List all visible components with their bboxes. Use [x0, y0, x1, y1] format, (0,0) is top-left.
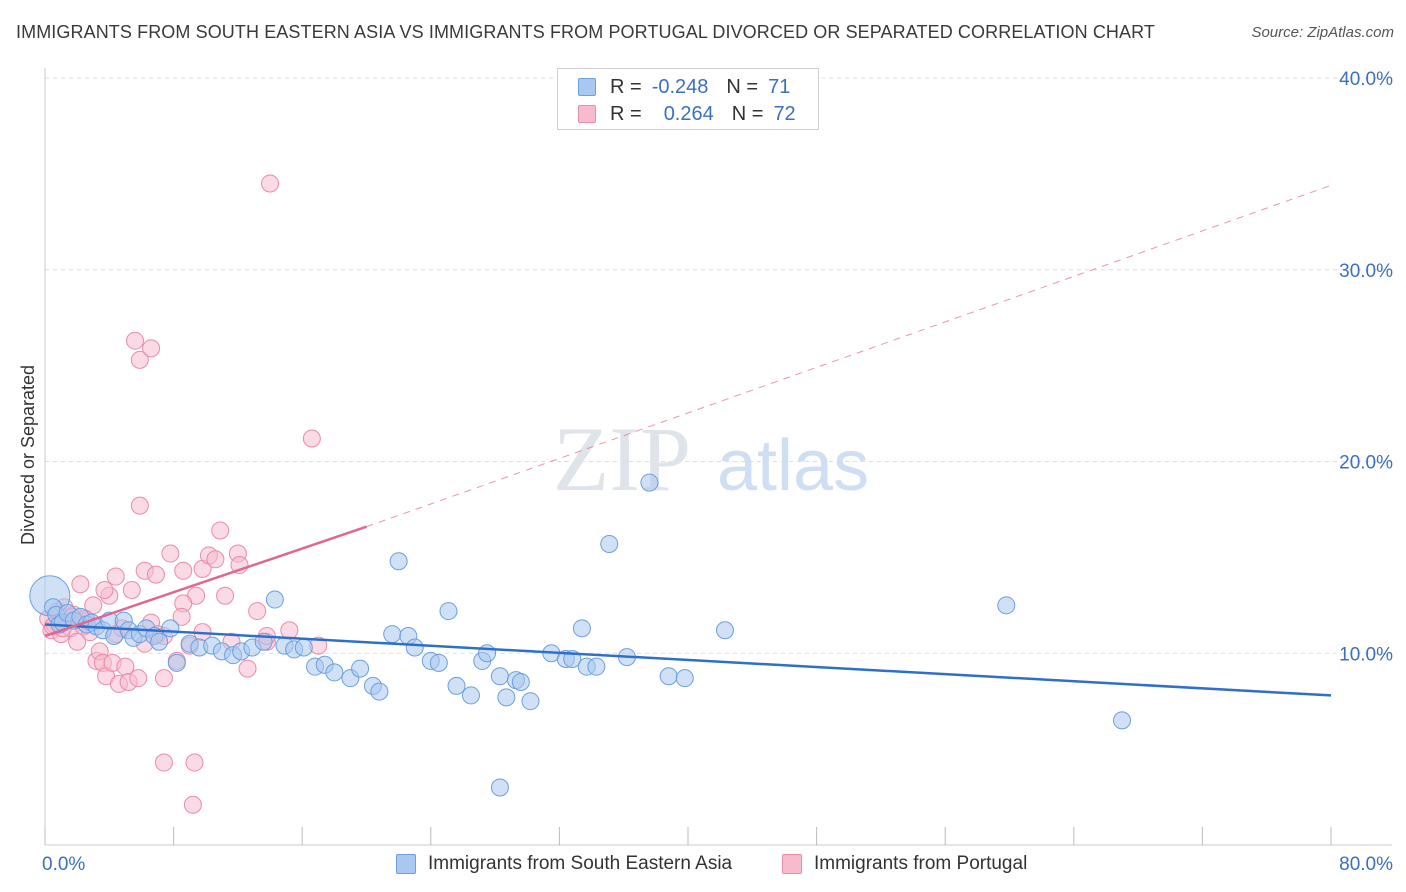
- portugal-point: [126, 331, 145, 350]
- portugal-trend-line: [44, 525, 367, 638]
- southeast-asia-point: [150, 632, 169, 651]
- x-tick-label: 0.0%: [42, 854, 85, 875]
- southeast-asia-point: [370, 682, 389, 701]
- bottom-legend-label-southeast-asia: Immigrants from South Eastern Asia: [428, 853, 733, 874]
- southeast-asia-point: [490, 667, 509, 686]
- bottom-legend-southeast-asia: Immigrants from South Eastern Asia: [396, 852, 732, 876]
- legend-r-value: 0.264: [663, 102, 714, 125]
- portugal-point: [174, 561, 193, 580]
- portugal-point: [183, 795, 202, 814]
- southeast-asia-point: [325, 663, 344, 682]
- portugal-point: [161, 544, 180, 563]
- bottom-legend-swatch-blue: [396, 854, 416, 874]
- southeast-asia-point: [587, 657, 606, 676]
- legend-row-portugal: R = 0.264 N = 72: [578, 102, 796, 126]
- trend-lines: [44, 184, 1332, 697]
- legend-n-label: N =: [726, 75, 759, 98]
- southeast-asia-point: [167, 653, 186, 672]
- southeast-asia-point: [715, 621, 734, 640]
- southeast-asia-point: [351, 659, 370, 678]
- portugal-point: [71, 575, 90, 594]
- bottom-legend-swatch-pink: [782, 854, 802, 874]
- southeast-asia-point: [572, 619, 591, 638]
- portugal-point: [142, 339, 161, 358]
- legend-swatch-pink: [578, 105, 596, 123]
- x-tick-label: 80.0%: [1339, 854, 1393, 875]
- legend-r-value: -0.248: [651, 75, 709, 98]
- legend-swatch-blue: [578, 78, 596, 96]
- southeast-asia-point: [265, 590, 284, 609]
- southeast-asia-points: [29, 473, 1132, 797]
- legend-n-label: N =: [731, 102, 764, 125]
- portugal-point: [185, 753, 204, 772]
- southeast-asia-point: [659, 667, 678, 686]
- legend-r-label: R =: [610, 75, 642, 98]
- southeast-asia-point: [383, 625, 402, 644]
- legend-r-label: R =: [610, 102, 642, 125]
- source-label: Source: ZipAtlas.com: [1251, 24, 1394, 41]
- southeast-asia-point: [1113, 711, 1132, 730]
- y-tick-label: 40.0%: [1339, 69, 1393, 90]
- watermark-atlas: atlas: [717, 426, 869, 506]
- legend-row-southeast-asia: R = -0.248 N = 71: [578, 75, 790, 99]
- portugal-point: [130, 496, 149, 515]
- portugal-points: [39, 174, 328, 814]
- portugal-point: [106, 567, 125, 586]
- tick-labels: 10.0% 20.0% 30.0% 40.0% 0.0% 80.0%: [42, 69, 1393, 875]
- southeast-asia-point: [429, 653, 448, 672]
- y-tick-label: 30.0%: [1339, 261, 1393, 282]
- portugal-point: [172, 607, 191, 626]
- portugal-trend-extension: [366, 184, 1332, 528]
- southeast-asia-point: [161, 619, 180, 638]
- southeast-asia-point: [405, 638, 424, 657]
- portugal-point: [248, 602, 267, 621]
- southeast-asia-point: [447, 676, 466, 695]
- bottom-legend-portugal: Immigrants from Portugal: [782, 852, 1027, 876]
- portugal-point: [302, 429, 321, 448]
- southeast-asia-point: [497, 688, 516, 707]
- southeast-asia-point: [439, 602, 458, 621]
- y-tick-label: 20.0%: [1339, 453, 1393, 474]
- portugal-point: [95, 580, 114, 599]
- southeast-asia-point: [521, 692, 540, 711]
- southeast-asia-point: [389, 552, 408, 571]
- watermark: ZIP atlas: [553, 408, 869, 510]
- portugal-point: [216, 586, 235, 605]
- southeast-asia-point: [490, 778, 509, 797]
- portugal-point: [211, 521, 230, 540]
- portugal-point: [154, 753, 173, 772]
- southeast-asia-point: [997, 596, 1016, 615]
- portugal-point: [280, 621, 299, 640]
- legend-n-value: 71: [768, 75, 791, 98]
- portugal-point: [129, 669, 148, 688]
- chart-title: IMMIGRANTS FROM SOUTH EASTERN ASIA VS IM…: [16, 22, 1155, 42]
- southeast-asia-point: [600, 534, 619, 553]
- bottom-legend-label-portugal: Immigrants from Portugal: [814, 853, 1028, 874]
- y-axis-label: Divorced or Separated: [18, 365, 38, 545]
- portugal-point: [146, 565, 165, 584]
- portugal-point: [68, 632, 87, 651]
- portugal-point: [154, 669, 173, 688]
- grid-lines: [45, 77, 1392, 654]
- southeast-asia-point: [461, 686, 480, 705]
- southeast-asia-point: [640, 473, 659, 492]
- portugal-point: [206, 550, 225, 569]
- legend-n-value: 72: [773, 102, 796, 125]
- portugal-point: [261, 174, 280, 193]
- correlation-legend: R = -0.248 N = 71 R = 0.264 N = 72: [557, 68, 819, 130]
- portugal-point: [238, 659, 257, 678]
- axes: [44, 68, 1392, 846]
- y-tick-label: 10.0%: [1339, 644, 1393, 665]
- watermark-zip: ZIP: [553, 408, 691, 510]
- portugal-point: [130, 350, 149, 369]
- portugal-point: [122, 580, 141, 599]
- southeast-asia-point: [294, 638, 313, 657]
- southeast-asia-point: [511, 673, 530, 692]
- southeast-asia-trend-line: [44, 623, 1332, 697]
- southeast-asia-point: [675, 669, 694, 688]
